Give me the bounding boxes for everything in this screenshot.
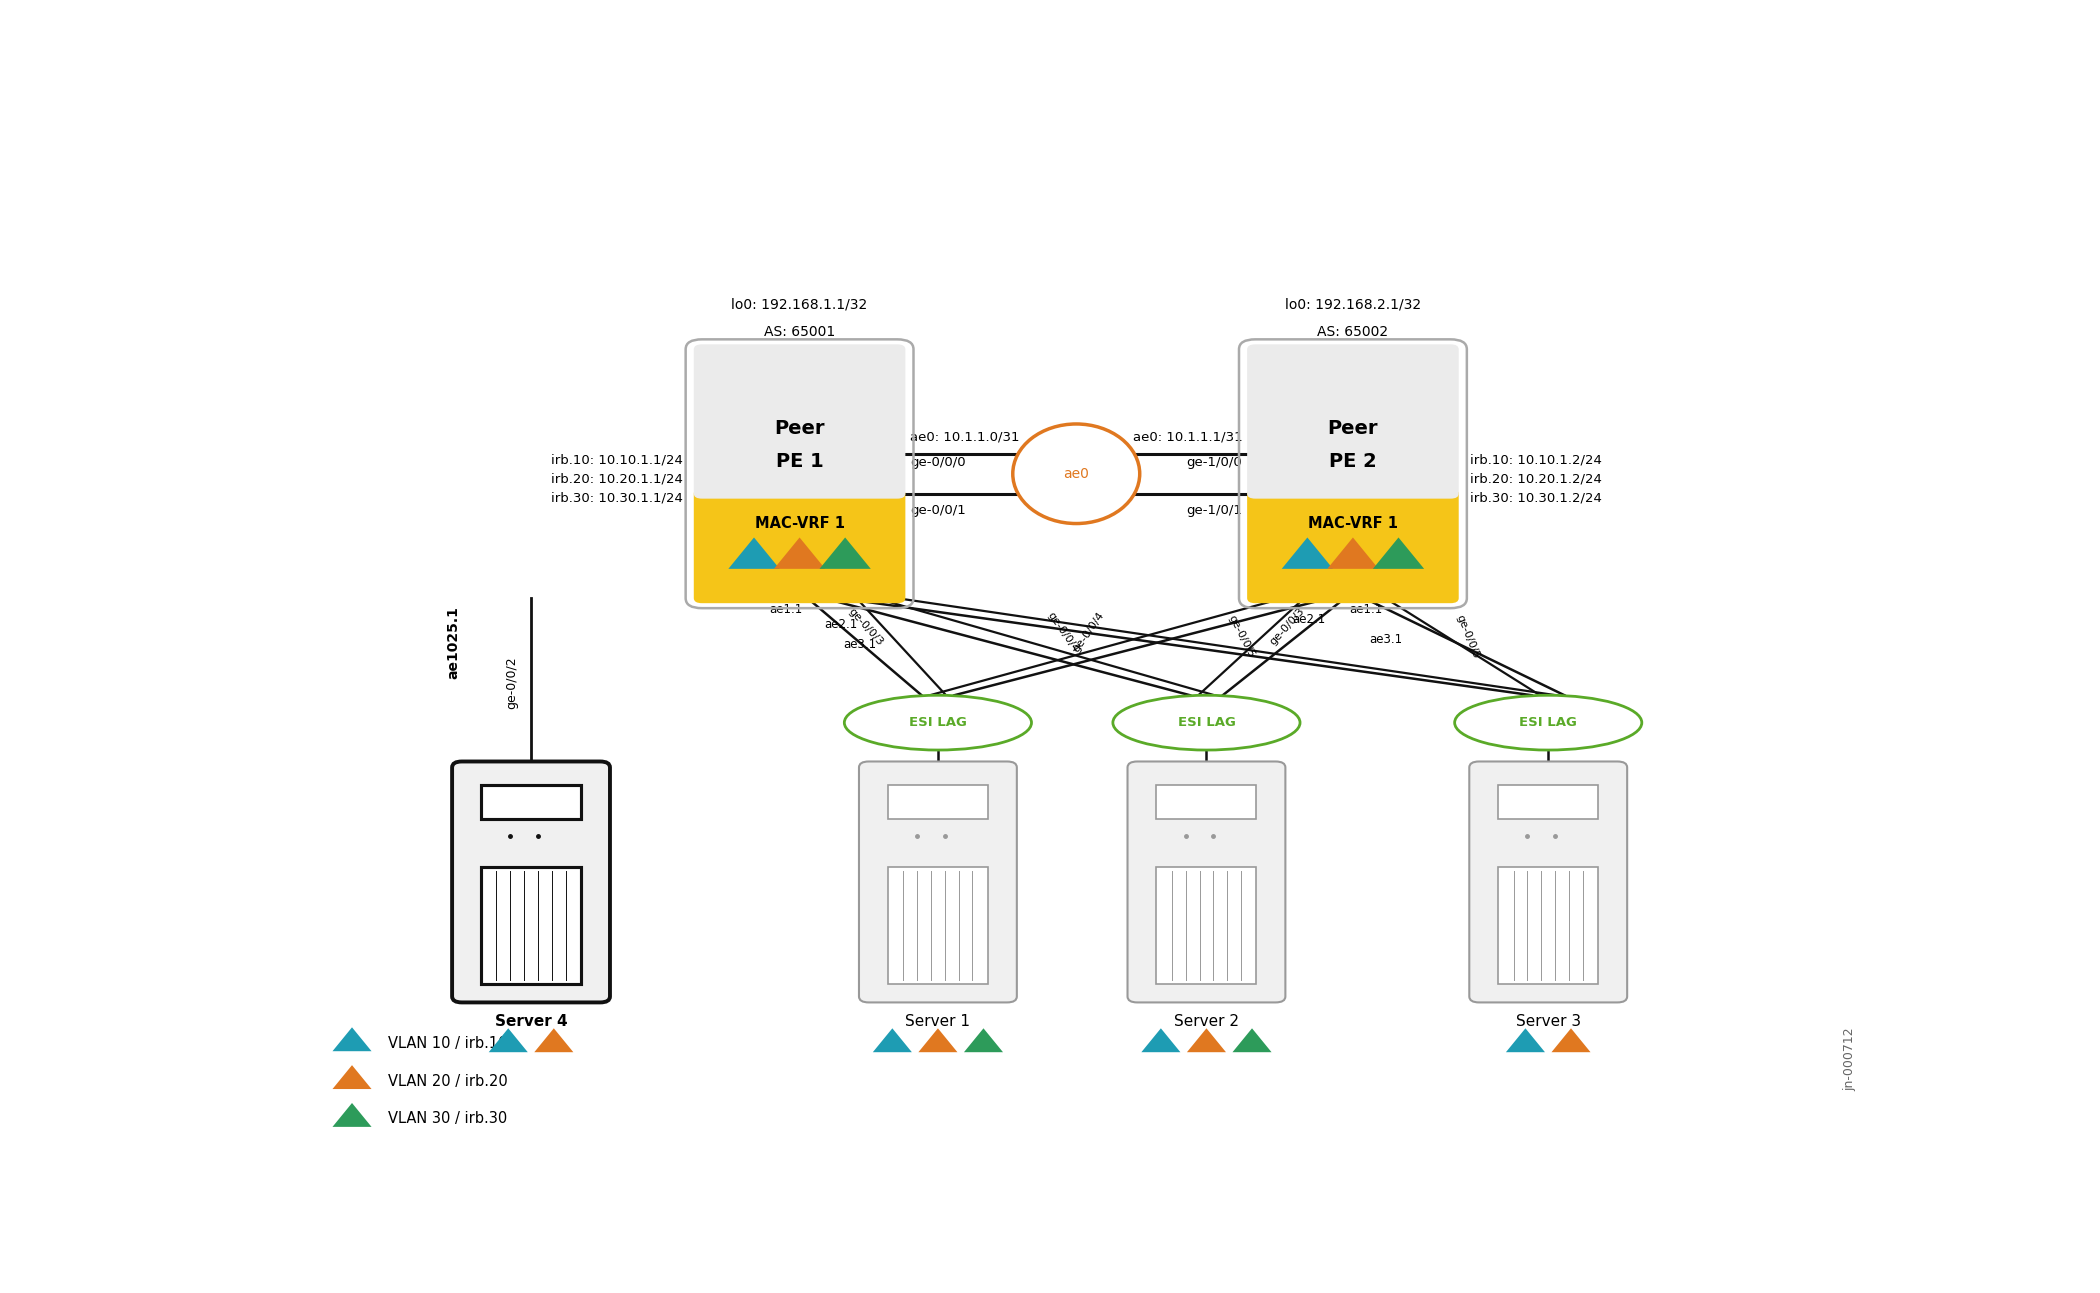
Text: ae1.1: ae1.1 (1350, 603, 1384, 617)
Text: ge-0/0/0: ge-0/0/0 (909, 456, 966, 469)
Text: ae0: 10.1.1.1/31: ae0: 10.1.1.1/31 (1132, 431, 1243, 443)
Polygon shape (1327, 538, 1378, 569)
Polygon shape (729, 538, 779, 569)
FancyBboxPatch shape (452, 762, 609, 1002)
FancyBboxPatch shape (1247, 344, 1459, 499)
Text: ge-0/0/3: ge-0/0/3 (846, 606, 884, 648)
Polygon shape (1233, 1028, 1270, 1053)
Ellipse shape (1455, 696, 1642, 750)
Polygon shape (1281, 538, 1334, 569)
Text: VLAN 10 / irb.10: VLAN 10 / irb.10 (388, 1036, 508, 1051)
Text: ae3.1: ae3.1 (1369, 634, 1403, 646)
Polygon shape (489, 1028, 527, 1053)
FancyBboxPatch shape (1470, 762, 1628, 1002)
FancyBboxPatch shape (481, 868, 582, 984)
Text: ge-1/0/1: ge-1/0/1 (1186, 503, 1243, 517)
Text: Peer: Peer (775, 419, 825, 438)
FancyBboxPatch shape (1157, 868, 1256, 984)
Text: VLAN 20 / irb.20: VLAN 20 / irb.20 (388, 1073, 508, 1089)
Text: ae1.1: ae1.1 (769, 603, 802, 617)
Text: PE 2: PE 2 (1329, 451, 1378, 471)
Text: ESI LAG: ESI LAG (1178, 716, 1235, 729)
FancyBboxPatch shape (888, 785, 987, 818)
Text: ge-0/0/1: ge-0/0/1 (909, 503, 966, 517)
Text: ae1025.1: ae1025.1 (445, 606, 460, 679)
Text: ESI LAG: ESI LAG (909, 716, 966, 729)
Text: lo0: 192.168.2.1/32: lo0: 192.168.2.1/32 (1285, 297, 1422, 312)
FancyBboxPatch shape (888, 868, 987, 984)
Polygon shape (1373, 538, 1424, 569)
Text: MAC-VRF 1: MAC-VRF 1 (1308, 516, 1399, 531)
Polygon shape (533, 1028, 573, 1053)
Polygon shape (1552, 1028, 1590, 1053)
Text: ae3.1: ae3.1 (844, 637, 876, 652)
Text: ge-0/0/3: ge-0/0/3 (1268, 606, 1306, 648)
FancyBboxPatch shape (1247, 489, 1459, 603)
Text: MAC-VRF 1: MAC-VRF 1 (754, 516, 844, 531)
Ellipse shape (1012, 424, 1140, 524)
Polygon shape (332, 1028, 372, 1051)
Text: ge-0/0/5: ge-0/0/5 (1455, 613, 1480, 661)
FancyBboxPatch shape (693, 344, 905, 499)
FancyBboxPatch shape (859, 762, 1016, 1002)
FancyBboxPatch shape (1497, 868, 1598, 984)
Text: ESI LAG: ESI LAG (1518, 716, 1577, 729)
Text: Server 1: Server 1 (905, 1015, 970, 1029)
Polygon shape (775, 538, 825, 569)
Text: AS: 65001: AS: 65001 (764, 326, 836, 339)
Text: AS: 65002: AS: 65002 (1317, 326, 1388, 339)
Text: ge-1/0/0: ge-1/0/0 (1186, 456, 1243, 469)
Polygon shape (1186, 1028, 1226, 1053)
Ellipse shape (844, 696, 1031, 750)
Polygon shape (332, 1103, 372, 1127)
Polygon shape (874, 1028, 911, 1053)
Text: ge-0/0/5: ge-0/0/5 (1226, 614, 1256, 659)
Polygon shape (1142, 1028, 1180, 1053)
Text: Server 4: Server 4 (496, 1015, 567, 1029)
FancyBboxPatch shape (1497, 785, 1598, 818)
FancyBboxPatch shape (481, 785, 582, 818)
Text: ae2.1: ae2.1 (1292, 613, 1325, 626)
Text: Server 3: Server 3 (1516, 1015, 1581, 1029)
Text: ge-0/0/2: ge-0/0/2 (504, 657, 519, 709)
Polygon shape (964, 1028, 1004, 1053)
Polygon shape (1506, 1028, 1546, 1053)
Polygon shape (332, 1065, 372, 1089)
Text: ae2.1: ae2.1 (823, 618, 857, 631)
Text: ge-0/0/4: ge-0/0/4 (1071, 610, 1107, 654)
Text: ge-0/0/4: ge-0/0/4 (1046, 610, 1079, 654)
Ellipse shape (1113, 696, 1300, 750)
FancyBboxPatch shape (1128, 762, 1285, 1002)
Polygon shape (918, 1028, 958, 1053)
Text: lo0: 192.168.1.1/32: lo0: 192.168.1.1/32 (731, 297, 867, 312)
Polygon shape (819, 538, 871, 569)
Text: Peer: Peer (1327, 419, 1378, 438)
Text: PE 1: PE 1 (775, 451, 823, 471)
Text: irb.10: 10.10.1.2/24
irb.20: 10.20.1.2/24
irb.30: 10.30.1.2/24: irb.10: 10.10.1.2/24 irb.20: 10.20.1.2/2… (1470, 454, 1602, 504)
Text: ae0: 10.1.1.0/31: ae0: 10.1.1.0/31 (909, 431, 1021, 443)
FancyBboxPatch shape (1157, 785, 1256, 818)
Text: VLAN 30 / irb.30: VLAN 30 / irb.30 (388, 1112, 506, 1126)
Text: ae0: ae0 (1063, 467, 1090, 481)
FancyBboxPatch shape (693, 489, 905, 603)
Text: irb.10: 10.10.1.1/24
irb.20: 10.20.1.1/24
irb.30: 10.30.1.1/24: irb.10: 10.10.1.1/24 irb.20: 10.20.1.1/2… (550, 454, 682, 504)
Text: Server 2: Server 2 (1174, 1015, 1239, 1029)
Text: jn-000712: jn-000712 (1844, 1028, 1856, 1091)
